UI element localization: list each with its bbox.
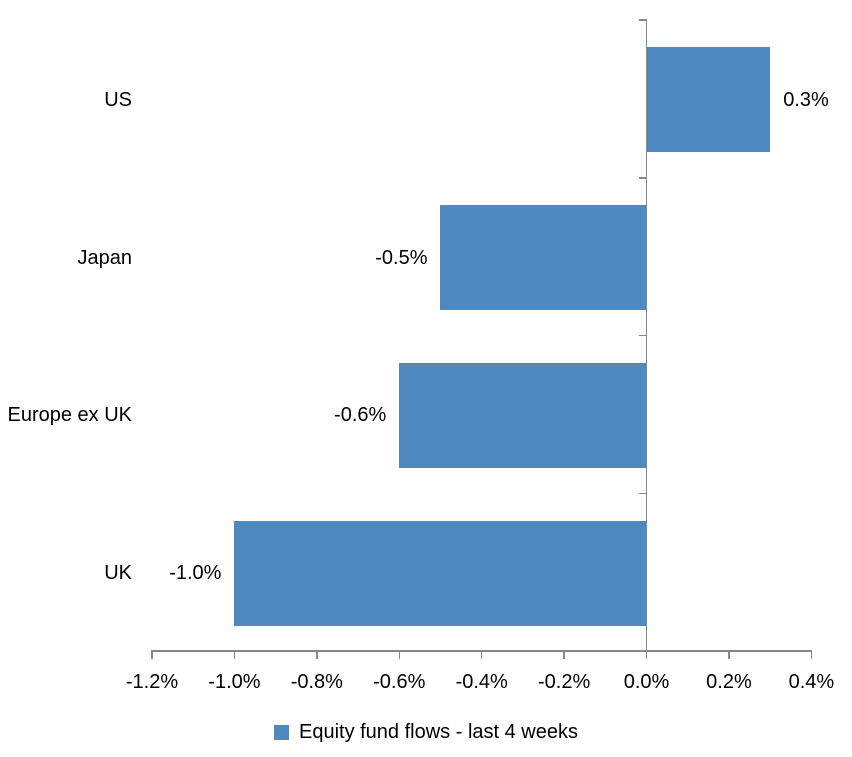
x-tick-label: -0.8%: [290, 671, 343, 693]
x-axis-tick: [645, 651, 648, 659]
data-label-japan: -0.5%: [375, 246, 428, 269]
x-tick-label: -1.2%: [125, 671, 179, 693]
x-tick-label: 0.4%: [788, 671, 835, 693]
category-label-japan: Japan: [77, 246, 133, 269]
bar-europe-ex-uk: [399, 362, 647, 468]
legend-label: Equity fund flows - last 4 weeks: [298, 721, 578, 743]
x-tick-label: 0.0%: [623, 671, 670, 693]
x-axis-tick: [151, 651, 153, 659]
y-axis-tick: [638, 334, 647, 337]
category-label-uk: UK: [104, 562, 132, 585]
legend-swatch: [273, 724, 289, 740]
x-axis-tick: [480, 651, 483, 659]
x-axis-tick: [233, 651, 236, 659]
y-axis-tick: [638, 492, 647, 494]
x-tick-label: -0.6%: [373, 671, 426, 693]
y-axis-tick: [638, 650, 647, 652]
bar-japan: [440, 205, 647, 311]
x-tick-label: -0.4%: [455, 671, 508, 693]
data-label-us: 0.3%: [783, 88, 829, 111]
category-label-europe-ex-uk: Europe ex UK: [7, 404, 132, 427]
x-axis-tick: [563, 651, 565, 659]
x-axis-tick: [316, 651, 318, 659]
y-axis-line: [645, 20, 648, 651]
y-axis-tick: [638, 19, 647, 21]
x-axis-tick: [398, 651, 401, 659]
data-label-europe-ex-uk: -0.6%: [334, 404, 387, 427]
x-axis-tick: [728, 651, 730, 659]
data-label-uk: -1.0%: [169, 562, 222, 585]
x-tick-label: 0.2%: [706, 671, 752, 693]
x-tick-label: -0.2%: [538, 671, 591, 693]
bar-us: [646, 47, 771, 153]
y-axis-tick: [638, 177, 647, 179]
x-tick-label: -1.0%: [208, 671, 261, 693]
category-label-us: US: [104, 88, 132, 111]
bar-uk: [234, 520, 647, 626]
legend: Equity fund flows - last 4 weeks: [0, 719, 852, 745]
x-axis-tick: [810, 651, 813, 659]
